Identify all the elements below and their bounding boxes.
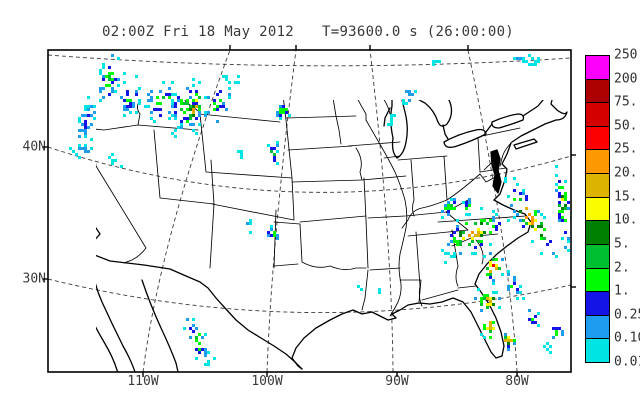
axis-ticks (43, 45, 576, 377)
precipitation-cells (69, 54, 571, 366)
lon-label-90w: 90W (385, 374, 409, 389)
colorbar-value-label: 15. (614, 189, 638, 205)
colorbar-box (585, 78, 610, 104)
colorbar-value-label: 10. (614, 212, 638, 228)
colorbar-value-label: 1. (614, 283, 630, 299)
colorbar-box (585, 149, 610, 175)
colorbar-box (585, 220, 610, 245)
colorbar-value-label: 200. (614, 71, 640, 87)
lat-label-30n: 30N (22, 271, 46, 287)
coastline (96, 100, 568, 373)
colorbar-box (585, 291, 610, 316)
colorbar-box (585, 267, 610, 293)
lon-label-80w: 80W (505, 374, 529, 389)
lat-label-40n: 40N (22, 139, 46, 155)
map-frame (47, 49, 572, 373)
colorbar-box (585, 125, 610, 151)
colorbar-value-label: 75. (614, 94, 638, 110)
colorbar-value-label: 0.10 (614, 330, 640, 346)
colorbar-box (585, 173, 610, 198)
us-geography-outlines (96, 100, 568, 373)
colorbar-value-label: 0.25 (614, 307, 640, 323)
colorbar-box (585, 243, 610, 269)
colorbar-value-label: 5. (614, 236, 630, 252)
lon-label-100w: 100W (251, 374, 283, 389)
timestamp-label: 02:00Z Fri 18 May 2012 (102, 24, 295, 40)
colorbar-value-label: 2. (614, 260, 630, 276)
colorbar-value-label: 50. (614, 118, 638, 134)
colorbar-box (585, 314, 610, 340)
colorbar-value-label: 250. (614, 47, 640, 63)
colorbar-value-label: 0.01 (614, 354, 640, 370)
colorbar-box (585, 55, 610, 80)
colorbar-box (585, 338, 610, 364)
lon-label-110w: 110W (127, 374, 159, 389)
state-borders (96, 100, 527, 317)
colorbar-value-label: 20. (614, 165, 638, 181)
model-time-label: T=93600.0 s (26:00:00) (322, 24, 515, 40)
colorbar-box (585, 102, 610, 127)
colorbar-box (585, 196, 610, 222)
colorbar-value-label: 25. (614, 141, 638, 157)
